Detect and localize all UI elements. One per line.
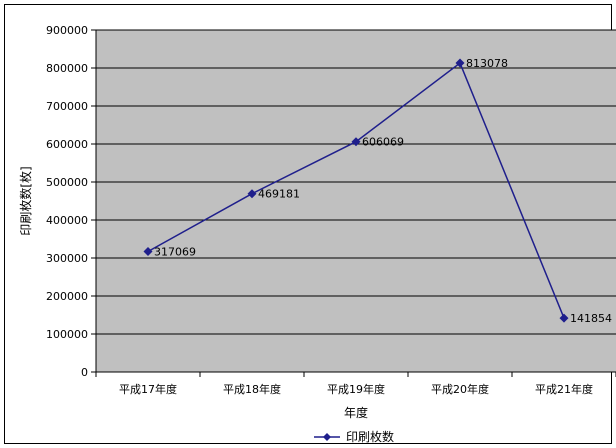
data-point — [455, 58, 465, 68]
data-label-group: 317069 469181 606069 813078 141854 — [154, 57, 612, 325]
data-point — [559, 313, 569, 323]
x-tick-label: 平成17年度 — [119, 382, 177, 396]
data-point — [143, 247, 153, 257]
data-point — [247, 189, 257, 199]
y-tick-label: 800000 — [46, 62, 88, 75]
axes — [91, 29, 616, 377]
y-tick-label: 900000 — [46, 24, 88, 37]
legend: 印刷枚数 — [314, 429, 394, 444]
data-label: 469181 — [258, 188, 300, 201]
x-tick-labels: 平成17年度 平成18年度 平成19年度 平成20年度 平成21年度 — [119, 382, 593, 396]
legend-marker — [323, 433, 331, 441]
y-tick-label: 500000 — [46, 176, 88, 189]
y-tick-label: 600000 — [46, 138, 88, 151]
x-tick-label: 平成20年度 — [431, 382, 489, 396]
x-axis-title: 年度 — [344, 405, 368, 420]
data-label: 606069 — [362, 136, 404, 149]
x-tick-label: 平成21年度 — [535, 382, 593, 396]
x-tick-label: 平成18年度 — [223, 382, 281, 396]
plot-area — [96, 30, 616, 372]
y-tick-label: 700000 — [46, 100, 88, 113]
legend-label: 印刷枚数 — [346, 429, 394, 444]
data-label: 317069 — [154, 246, 196, 259]
y-tick-labels: 0 100000 200000 300000 400000 500000 600000 700… — [46, 24, 88, 379]
y-tick-label: 100000 — [46, 328, 88, 341]
data-label: 141854 — [570, 312, 612, 325]
y-tick-label: 200000 — [46, 290, 88, 303]
data-point — [351, 137, 361, 147]
y-tick-label: 300000 — [46, 252, 88, 265]
y-tick-label: 400000 — [46, 214, 88, 227]
y-axis-title: 印刷枚数[枚] — [18, 166, 33, 235]
data-label: 813078 — [466, 57, 508, 70]
x-tick-label: 平成19年度 — [327, 382, 385, 396]
y-tick-label: 0 — [81, 366, 88, 379]
point-group — [143, 58, 569, 323]
